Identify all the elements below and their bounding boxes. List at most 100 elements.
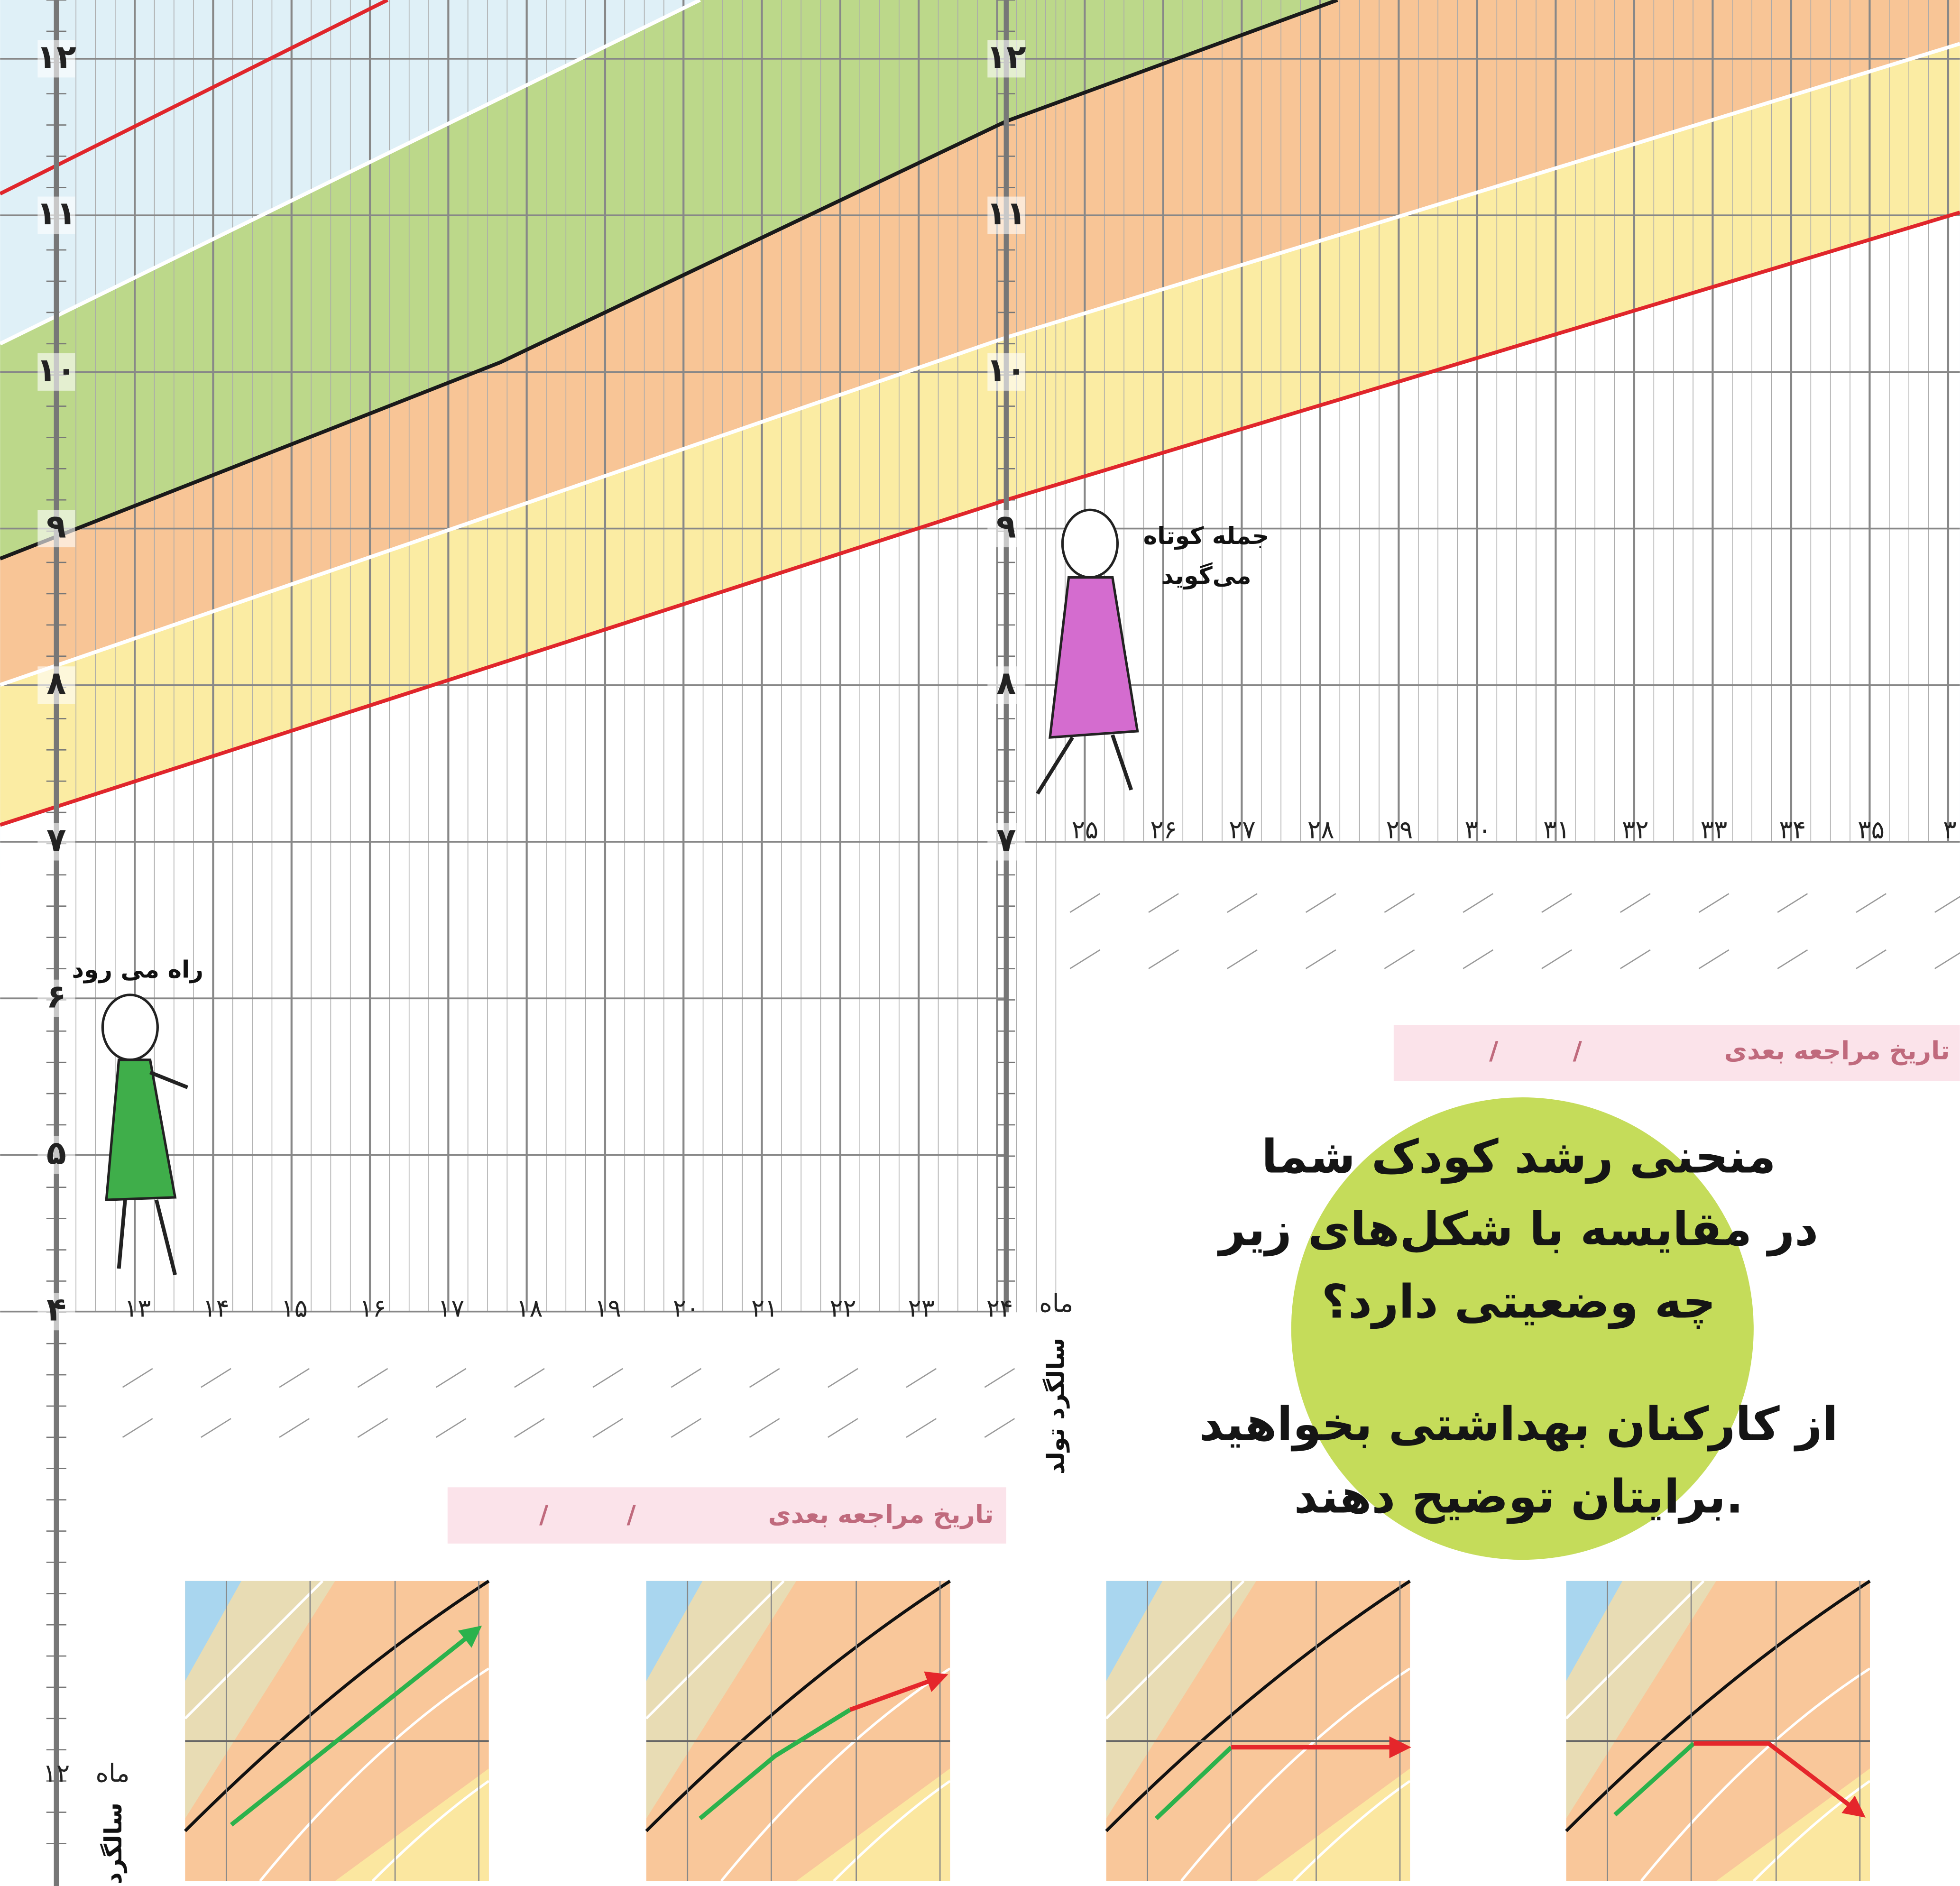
- yellow-band: [0, 44, 1960, 825]
- date-mark: [1384, 949, 1415, 969]
- date-mark: [122, 1418, 153, 1438]
- y-label: ۱۱: [986, 194, 1026, 232]
- y-label: ۷: [996, 821, 1016, 859]
- date-mark: [671, 1368, 702, 1388]
- white-curve: [0, 0, 701, 346]
- mini-band: [1566, 1581, 1716, 1819]
- month-number: ۱۲: [43, 1759, 70, 1788]
- x-label: ۳۴: [1779, 815, 1806, 844]
- y-label: ۹: [46, 508, 66, 546]
- message-line: در مقایسه با شکل‌های زیر: [1216, 1202, 1818, 1256]
- y-label: ۶: [46, 977, 66, 1015]
- mini-band: [1106, 1581, 1163, 1681]
- x-label: ۱۹: [594, 1294, 621, 1323]
- x-label: ۱۴: [202, 1294, 230, 1323]
- date-separator: /: [627, 1500, 636, 1529]
- date-mark: [201, 1418, 231, 1438]
- date-mark: [749, 1368, 780, 1388]
- x-label: ۳۵: [1858, 815, 1885, 844]
- y-label: ۸: [46, 664, 66, 702]
- date-mark: [357, 1418, 388, 1438]
- milestone: راه می رود: [72, 956, 203, 984]
- y-label: ۱۲: [37, 38, 76, 76]
- date-mark: [1620, 893, 1651, 913]
- mini-median: [1565, 1580, 1871, 1832]
- date-mark: [1698, 893, 1730, 913]
- date-mark: [1069, 949, 1101, 969]
- date-mark: [435, 1418, 467, 1438]
- date-mark: [906, 1418, 937, 1438]
- date-mark: [514, 1418, 545, 1438]
- x-label: ۲۲: [829, 1294, 856, 1323]
- x-label: ۳۰: [1464, 815, 1491, 844]
- x-label: ۳: [1943, 815, 1956, 844]
- y-label: ۱۲: [986, 38, 1026, 76]
- growth-arrow: [849, 1671, 948, 1712]
- month-label: ماه: [95, 1759, 129, 1788]
- example-charts: [184, 1580, 1871, 1882]
- message-line: از کارکنان بهداشتی بخواهید: [1199, 1397, 1838, 1452]
- x-label: ۳۱: [1543, 815, 1570, 844]
- date-mark: [671, 1418, 702, 1438]
- date-mark: [1934, 896, 1960, 913]
- example-chart: [1565, 1580, 1871, 1882]
- growth-arrow: [230, 1625, 482, 1827]
- mini-median: [184, 1580, 490, 1832]
- message-line: برایتان توضیح دهند.: [1294, 1469, 1744, 1524]
- date-mark: [201, 1368, 231, 1388]
- date-separator: /: [539, 1500, 549, 1529]
- mini-band: [646, 1581, 797, 1819]
- label-bg: [37, 353, 75, 391]
- date-mark: [1305, 949, 1336, 969]
- x-label: ۲۱: [751, 1294, 778, 1323]
- x-label: ۲۷: [1229, 815, 1256, 844]
- x-label: ۱۷: [438, 1294, 465, 1323]
- child-walking: [101, 994, 189, 1276]
- y-label: ۱۱: [37, 194, 76, 232]
- label-bg: [987, 666, 1025, 704]
- date-mark: [1856, 893, 1886, 913]
- x-label: ۱۶: [359, 1294, 386, 1323]
- mini-band: [185, 1581, 335, 1819]
- date-separator: /: [1573, 1037, 1583, 1066]
- date-mark: [279, 1368, 310, 1388]
- x-label: ۱۵: [281, 1294, 308, 1323]
- date-mark: [122, 1368, 153, 1388]
- y-label: ۹: [996, 508, 1016, 546]
- labels: ۱۲ ۱۱ ۱۰ ۹ ۸ ۷ ۶ ۵ ۴ ۱۲ ۱۱ ۱۰ ۹ ۸ ۷ ۱۳ ۱۴ ۱۵ ۱۶ ۱۷ ۱۸ ۱۹ ۲۰ ۲۱ ۲…: [37, 38, 1957, 1885]
- birthday-label: سالگرد: [100, 1803, 128, 1885]
- y-label: ۸: [996, 664, 1016, 702]
- mini-band: [646, 1581, 703, 1681]
- mini-white: [645, 1580, 951, 1882]
- mini-band: [1566, 1581, 1623, 1681]
- date-mark: [1227, 893, 1258, 913]
- date-mark: [1541, 949, 1572, 969]
- highlight-circle: [1291, 1097, 1754, 1560]
- label-bg: [37, 1293, 75, 1331]
- message-line: منحنی رشد کودک شما: [1261, 1130, 1776, 1184]
- label-bg: [987, 510, 1025, 548]
- x-label: ۱۳: [124, 1294, 151, 1323]
- date-mark: [1620, 949, 1651, 969]
- mini-band: [185, 1581, 241, 1681]
- date-mark: [1463, 949, 1494, 969]
- date-mark: [1069, 893, 1101, 913]
- date-mark: [1148, 893, 1179, 913]
- y-label: ۴: [46, 1291, 66, 1329]
- label-bg: [37, 666, 75, 704]
- white-area: [0, 212, 1960, 875]
- visit-bar: [1393, 1025, 1960, 1081]
- label-bg: [987, 40, 1025, 78]
- label-bg: [37, 196, 75, 234]
- date-mark: [906, 1368, 937, 1388]
- mini-median: [645, 1580, 951, 1832]
- date-mark: [1148, 949, 1179, 969]
- message-line: چه وضعیتی دارد؟: [1322, 1274, 1716, 1329]
- next-visit: تاریخ مراجعه بعدی: [1724, 1037, 1950, 1066]
- label-bg: [987, 196, 1025, 234]
- date-mark: [1698, 949, 1730, 969]
- date-mark: [1934, 952, 1960, 969]
- label-bg: [987, 823, 1025, 861]
- date-mark: [1305, 893, 1336, 913]
